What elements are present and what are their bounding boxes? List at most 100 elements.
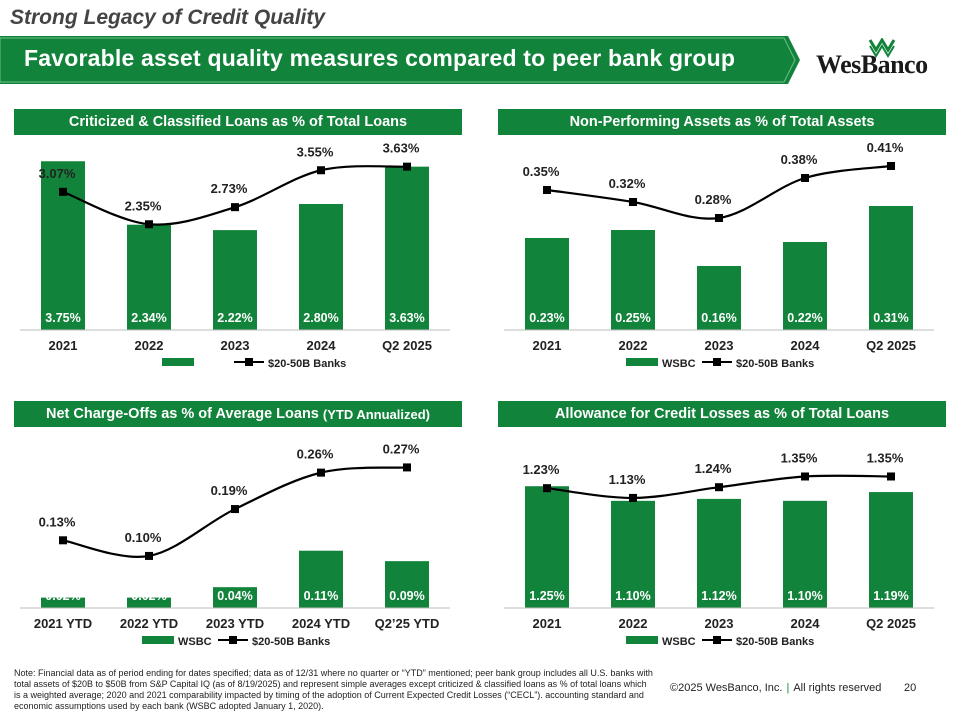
peer-line-marker [403,162,411,171]
peer-line-value-label: 2.35% [125,198,162,213]
panel-title-text: Net Charge-Offs as % of Average Loans [45,406,319,422]
bar [697,266,741,330]
legend-label: WSBC [662,358,696,370]
peer-line-marker [629,198,637,206]
bar [41,597,85,608]
bar-value-label: 1.10% [787,589,822,603]
bar [127,597,171,608]
bar-value-label: 2.22% [217,311,252,325]
bar-value-label: 0.22% [787,311,822,325]
panel-title-text: Allowance for Credit Losses as % of Tota… [554,406,890,422]
wesbanco-logo [868,38,896,58]
bar [299,204,343,330]
bar-value-label: 3.75% [45,311,80,325]
peer-line-marker [629,493,637,502]
x-tick-label: Q2’25 YTD [375,616,440,631]
legend-swatch-bar [626,358,658,366]
chart-non-performing-assets: 0.23% 0.25% 0.16% 0.22% 0.31% 2021 2022 2023 202… [504,140,934,370]
peer-line-marker [231,203,239,212]
peer-line-marker [801,174,809,182]
bar-value-label: 2.34% [131,311,166,325]
peer-line-value-label: 2.73% [211,181,248,196]
bar [869,206,913,330]
peer-line-value-label: 0.28% [695,192,732,207]
bar [697,498,741,608]
bar [385,561,429,608]
logo-wordmark: WesBanco [816,50,928,79]
x-tick-label: 2021 [49,338,78,353]
banner-title: Favorable asset quality measures compare… [24,45,736,71]
peer-line-marker [543,484,551,493]
peer-line-marker [59,187,67,196]
bar-value-label: 0.11% [304,589,339,603]
peer-line-marker [543,186,551,194]
bar-value-label: 0.23% [529,311,564,325]
bar-value-label: 0.31% [873,311,908,325]
legend-swatch-bar [142,636,174,644]
peer-line-value-label: 0.19% [211,483,248,498]
panel-title-npa: Non-Performing Assets as % of Total Asse… [498,109,946,135]
bar [213,587,257,608]
x-tick-label: 2021 [533,616,562,631]
panel-title-text: Non-Performing Assets as % of Total Asse… [569,114,875,130]
legend-label: $20-50B Banks [268,358,346,370]
peer-line-value-label: 1.24% [695,461,732,476]
peer-line-marker [403,463,411,472]
peer-line-marker [145,551,153,560]
peer-line-value-label: 0.13% [39,514,76,529]
x-tick-label: 2022 [619,338,648,353]
legend-label: WSBC [662,636,696,648]
bar [385,166,429,330]
bar-value-label: 0.09% [389,589,424,603]
bar-value-label: 0.04% [217,589,252,603]
peer-line-marker [317,166,325,175]
x-tick-label: 2024 [791,338,821,353]
peer-line-value-label: 3.63% [383,141,420,156]
bar-value-label: 0.02% [45,589,80,603]
legend-swatch-marker [245,358,253,366]
legend-label: $20-50B Banks [252,636,330,648]
peer-line-value-label: 0.26% [297,447,334,462]
bar [611,230,655,330]
legend-swatch-marker [713,636,721,644]
chart-allowance-credit-losses: 1.25% 1.10% 1.12% 1.10% 1.19% 2021 2022 2023 202… [504,450,934,648]
bar-value-label: 1.10% [615,589,650,603]
peer-line-marker [231,505,239,514]
peer-line-value-label: 0.27% [383,441,420,456]
rights-text: All rights reserved [793,682,882,694]
panel-title-nco: Net Charge-Offs as % of Average Loans (Y… [14,401,462,427]
x-tick-label: 2022 YTD [120,616,178,631]
bar [41,161,85,330]
x-tick-label: Q2 2025 [382,338,432,353]
legend-label: $20-50B Banks [736,636,814,648]
copyright-separator: | [786,682,790,694]
panel-title-subtext: (YTD Annualized) [322,406,430,422]
peer-line-marker [887,162,895,170]
peer-line-marker [801,472,809,481]
peer-line-value-label: 1.35% [867,450,904,465]
bar [525,238,569,330]
bar-value-label: 0.02% [131,589,166,603]
bar [213,230,257,330]
bar-value-label: 2.80% [303,311,338,325]
x-tick-label: Q2 2025 [866,338,916,353]
bar [299,550,343,608]
x-tick-label: 2023 [221,338,250,353]
peer-line-marker [59,536,67,545]
peer-line-marker [145,220,153,229]
legend-label: WSBC [178,636,212,648]
peer-line-value-label: 3.07% [39,166,76,181]
peer-line-value-label: 0.32% [609,176,646,191]
bar-value-label: 3.63% [389,311,424,325]
legend-swatch-marker [229,636,237,644]
page-number: 20 [904,682,917,694]
bar-value-label: 0.25% [615,311,650,325]
panel-title-text: Criticized & Classified Loans as % of To… [68,114,408,130]
bar-value-label: 1.25% [529,589,564,603]
peer-line-marker [715,214,723,222]
bar [611,500,655,608]
peer-line-value-label: 0.35% [523,164,560,179]
legend-label: $20-50B Banks [736,358,814,370]
peer-line-value-label: 3.55% [297,144,334,159]
copyright: ©2025 WesBanco, Inc. | All rights reserved [670,682,881,694]
